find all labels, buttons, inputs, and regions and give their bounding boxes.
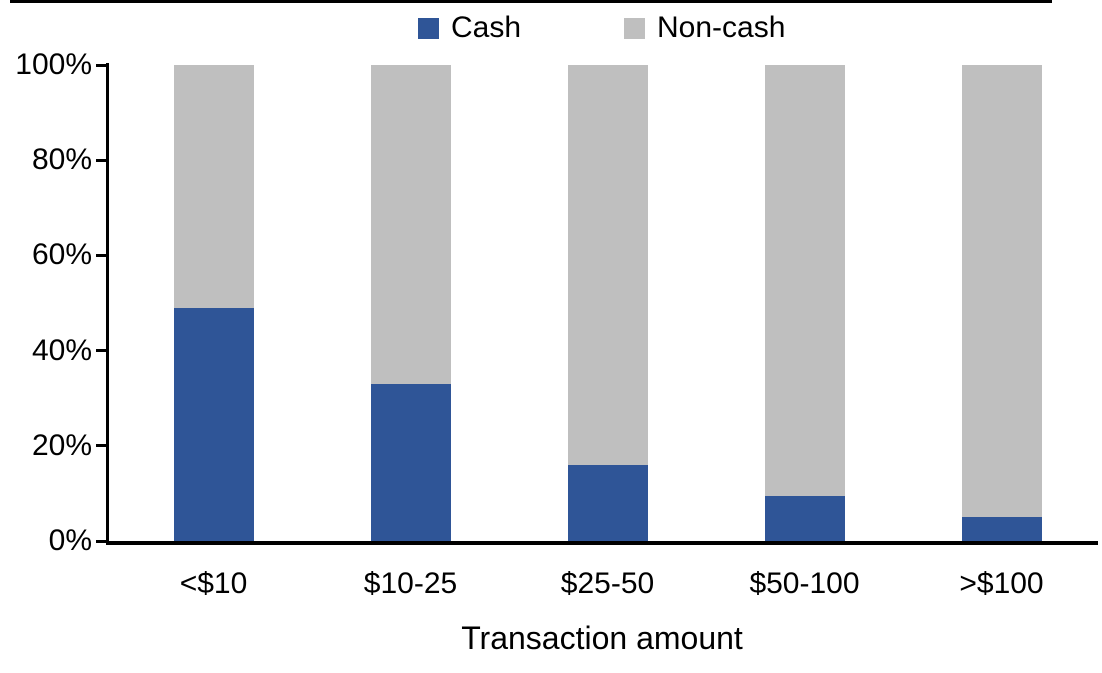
y-tick-label: 100%	[15, 48, 92, 81]
y-tick-label: 60%	[31, 238, 92, 272]
y-tick-mark	[96, 444, 106, 448]
top-rule	[10, 0, 1052, 3]
y-tick-label: 40%	[31, 333, 92, 367]
y-tick-mark	[96, 63, 106, 67]
y-tick-label: 20%	[31, 428, 92, 462]
x-axis-line	[106, 541, 1098, 545]
bar-segment-cash	[173, 307, 254, 541]
x-category-label: <$10	[179, 567, 248, 600]
bar-segment-cash	[961, 517, 1042, 541]
y-tick-mark	[96, 158, 106, 162]
x-category-label: >$100	[959, 567, 1044, 600]
legend-item-non-cash: Non-cash	[624, 10, 785, 46]
y-tick-label: 80%	[31, 143, 92, 177]
bar-segment-non-cash	[764, 65, 845, 496]
bar-segment-cash	[370, 383, 451, 541]
legend-label-non-cash: Non-cash	[657, 11, 786, 44]
y-tick-mark	[96, 539, 106, 543]
x-category-label: $10-25	[363, 567, 458, 600]
bar-segment-non-cash	[370, 65, 451, 384]
cash-legend-swatch-icon	[418, 17, 439, 39]
y-axis-line	[106, 63, 109, 545]
y-tick-mark	[96, 253, 106, 257]
x-axis-title: Transaction amount	[461, 620, 743, 656]
legend-item-cash: Cash	[418, 10, 521, 46]
non-cash-legend-swatch-icon	[624, 17, 645, 39]
bar-segment-non-cash	[961, 65, 1042, 518]
legend-label-cash: Cash	[451, 11, 522, 44]
bar-segment-non-cash	[567, 65, 648, 465]
bar-segment-cash	[764, 495, 845, 541]
y-tick-label: 0%	[48, 524, 92, 557]
y-tick-mark	[96, 349, 106, 353]
x-category-label: $25-50	[560, 567, 655, 600]
bar-segment-cash	[567, 464, 648, 541]
bar-segment-non-cash	[173, 65, 254, 308]
x-category-label: $50-100	[749, 567, 860, 600]
